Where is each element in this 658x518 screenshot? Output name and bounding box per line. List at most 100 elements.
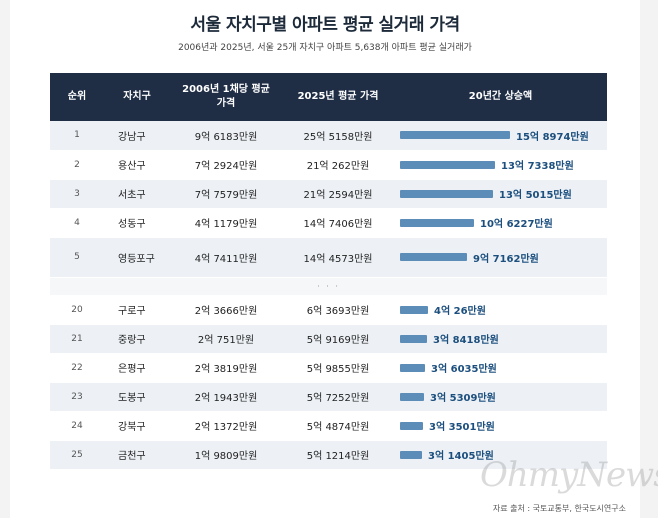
district-cell: 강북구 (104, 411, 170, 441)
price-2006-cell: 4억 1179만원 (170, 208, 282, 238)
district-cell: 성동구 (104, 208, 170, 238)
chart-title: 서울 자치구별 아파트 평균 실거래 가격 (190, 15, 460, 35)
increase-bar-wrap: 13억 5015만원 (400, 186, 607, 201)
increase-bar-wrap: 9억 7162만원 (400, 250, 607, 265)
increase-label: 4억 26만원 (434, 306, 486, 317)
increase-bar (400, 334, 427, 343)
rank-cell: 1 (50, 121, 104, 151)
district-cell: 은평구 (104, 353, 170, 383)
increase-bar (400, 189, 493, 198)
table-row: 21 중랑구 2억 751만원 5억 9169만원 3억 8418만원 (50, 324, 607, 354)
table-row: 23 도봉구 2억 1943만원 5억 7252만원 3억 5309만원 (50, 382, 607, 412)
separator-dots: · · · (50, 277, 607, 296)
increase-bar-wrap: 13억 7338만원 (400, 157, 607, 172)
increase-bar (400, 253, 467, 261)
table-body: 1 강남구 9억 6183만원 25억 5158만원 15억 8974만원 2 용산구 7억 … (50, 121, 607, 470)
increase-label: 15억 8974만원 (516, 131, 589, 143)
increase-cell: 15억 8974만원 (394, 121, 607, 151)
price-2025-cell: 14억 7406만원 (282, 208, 394, 238)
increase-bar-wrap: 15억 8974만원 (400, 128, 607, 143)
increase-label: 9억 7162만원 (473, 253, 539, 265)
rank-cell: 25 (50, 440, 104, 470)
watermark-logo: OhmyNews (480, 455, 658, 495)
price-2025-cell: 5억 4874만원 (282, 411, 394, 441)
header-rank: 순위 (50, 73, 104, 121)
price-2025-cell: 5억 9169만원 (282, 324, 394, 354)
rank-cell: 5 (50, 237, 104, 278)
table-row: 3 서초구 7억 7579만원 21억 2594만원 13억 5015만원 (50, 179, 607, 209)
price-2025-cell: 21억 262만원 (282, 150, 394, 180)
district-cell: 강남구 (104, 121, 170, 151)
header-price-2006: 2006년 1채당 평균 가격 (170, 73, 282, 121)
district-cell: 용산구 (104, 150, 170, 180)
increase-label: 13억 7338만원 (501, 161, 574, 172)
table-row: 22 은평구 2억 3819만원 5억 9855만원 3억 6035만원 (50, 353, 607, 383)
price-2025-cell: 21억 2594만원 (282, 179, 394, 209)
rank-cell: 4 (50, 208, 104, 238)
table-header-row: 순위 자치구 2006년 1채당 평균 가격 2025년 평균 가격 20년간 … (50, 73, 607, 121)
district-cell: 도봉구 (104, 382, 170, 412)
district-cell: 중랑구 (104, 324, 170, 354)
increase-cell: 3억 5309만원 (394, 382, 607, 412)
rank-cell: 23 (50, 382, 104, 412)
increase-label: 13억 5015만원 (499, 190, 572, 201)
price-2006-cell: 4억 7411만원 (170, 237, 282, 278)
table-row: 24 강북구 2억 1372만원 5억 4874만원 3억 3501만원 (50, 411, 607, 441)
price-2025-cell: 5억 7252만원 (282, 382, 394, 412)
table-row: 25 금천구 1억 9809만원 5억 1214만원 3억 1405만원 (50, 440, 607, 470)
rank-cell: 21 (50, 324, 104, 354)
increase-bar-wrap: 3억 3501만원 (400, 418, 607, 433)
increase-cell: 3억 1405만원 (394, 440, 607, 470)
price-table: 순위 자치구 2006년 1채당 평균 가격 2025년 평균 가격 20년간 … (50, 73, 607, 470)
increase-label: 3억 1405만원 (428, 451, 494, 462)
increase-cell: 13억 7338만원 (394, 150, 607, 180)
increase-bar-wrap: 3억 1405만원 (400, 447, 607, 462)
table-row: 1 강남구 9억 6183만원 25억 5158만원 15억 8974만원 (50, 121, 607, 151)
price-2006-cell: 2억 751만원 (170, 324, 282, 354)
increase-bar (400, 363, 425, 372)
increase-bar (400, 305, 428, 314)
header-price-2025: 2025년 평균 가격 (282, 73, 394, 121)
increase-bar (400, 160, 495, 169)
increase-label: 3억 6035만원 (431, 364, 497, 375)
increase-label: 10억 6227만원 (480, 219, 553, 230)
price-2006-cell: 2억 3819만원 (170, 353, 282, 383)
table-row: 5 영등포구 4억 7411만원 14억 4573만원 9억 7162만원 (50, 237, 607, 278)
rank-cell: 2 (50, 150, 104, 180)
increase-cell: 13억 5015만원 (394, 179, 607, 209)
district-cell: 구로구 (104, 295, 170, 325)
increase-bar-wrap: 3억 5309만원 (400, 389, 607, 404)
price-2006-cell: 1억 9809만원 (170, 440, 282, 470)
increase-bar (400, 392, 424, 401)
rank-cell: 3 (50, 179, 104, 209)
increase-bar (400, 450, 422, 459)
price-2025-cell: 5억 1214만원 (282, 440, 394, 470)
price-2006-cell: 7억 7579만원 (170, 179, 282, 209)
increase-cell: 4억 26만원 (394, 295, 607, 325)
district-cell: 서초구 (104, 179, 170, 209)
table-row: 20 구로구 2억 3666만원 6억 3693만원 4억 26만원 (50, 295, 607, 325)
increase-bar (400, 218, 474, 227)
increase-bar-wrap: 3억 6035만원 (400, 360, 607, 375)
increase-cell: 9억 7162만원 (394, 237, 607, 278)
increase-bar-wrap: 10억 6227만원 (400, 215, 607, 230)
increase-bar (400, 421, 423, 430)
header-increase: 20년간 상승액 (394, 73, 607, 121)
rank-cell: 22 (50, 353, 104, 383)
district-cell: 영등포구 (104, 237, 170, 278)
price-2025-cell: 6억 3693만원 (282, 295, 394, 325)
district-cell: 금천구 (104, 440, 170, 470)
table-row: 2 용산구 7억 2924만원 21억 262만원 13억 7338만원 (50, 150, 607, 180)
rank-cell: 20 (50, 295, 104, 325)
header-district: 자치구 (104, 73, 170, 121)
price-2025-cell: 14억 4573만원 (282, 237, 394, 278)
increase-label: 3억 5309만원 (430, 393, 496, 404)
table-separator-row: · · · (50, 277, 607, 296)
infographic-card: 서울 자치구별 아파트 평균 실거래 가격 2006년과 2025년, 서울 2… (10, 0, 658, 518)
price-2006-cell: 7억 2924만원 (170, 150, 282, 180)
chart-subtitle: 2006년과 2025년, 서울 25개 자치구 아파트 5,638개 아파트 … (178, 43, 472, 53)
rank-cell: 24 (50, 411, 104, 441)
price-2006-cell: 9억 6183만원 (170, 121, 282, 151)
increase-cell: 3억 8418만원 (394, 324, 607, 354)
increase-label: 3억 3501만원 (429, 422, 495, 433)
